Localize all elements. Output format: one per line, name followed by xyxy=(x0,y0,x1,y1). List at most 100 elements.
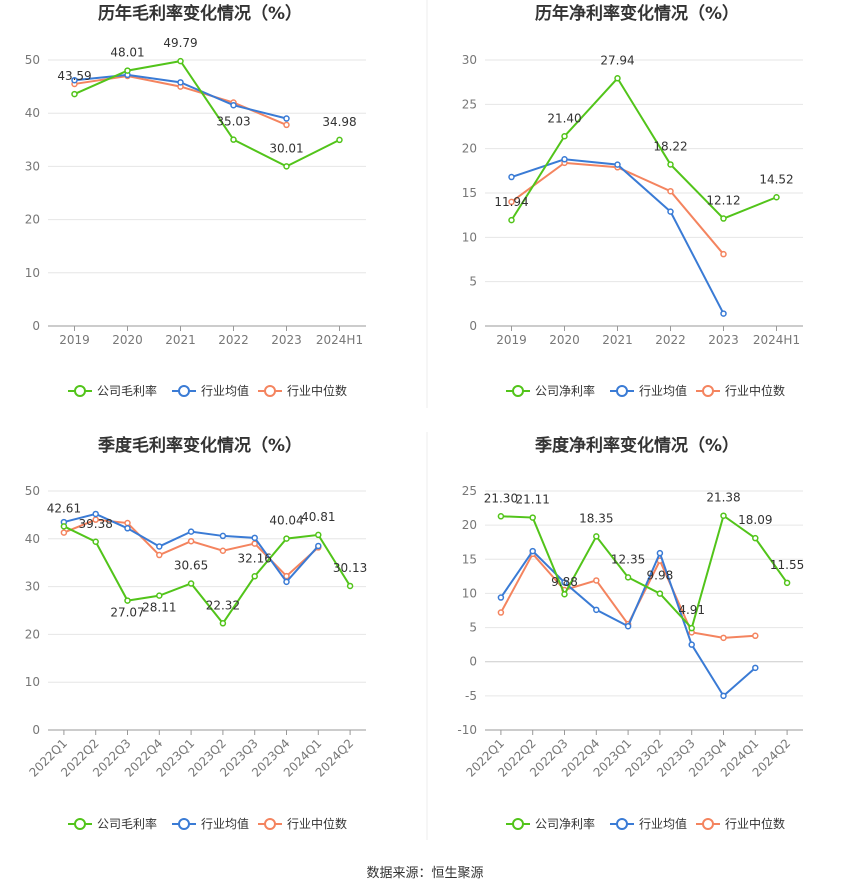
data-point xyxy=(688,641,695,648)
data-point xyxy=(593,606,600,614)
data-point xyxy=(656,590,664,597)
series-line xyxy=(510,76,777,221)
legend-label: 公司净利率 xyxy=(535,816,595,831)
legend-marker xyxy=(512,818,524,830)
data-point xyxy=(283,115,290,122)
data-label: 18.35 xyxy=(579,511,613,525)
legend-label: 行业均值 xyxy=(201,383,249,398)
data-point xyxy=(752,632,759,640)
x-tick-label: 2022 xyxy=(655,333,686,347)
data-point xyxy=(315,542,322,550)
y-tick-label: -10 xyxy=(457,723,477,737)
legend-marker xyxy=(74,385,86,397)
data-label: 9.98 xyxy=(647,569,674,583)
legend-marker xyxy=(512,385,524,397)
data-point xyxy=(60,523,68,530)
data-point xyxy=(283,163,290,170)
data-point xyxy=(156,543,163,550)
chart-title: 历年净利率变化情况（%） xyxy=(535,3,739,24)
data-label: 42.61 xyxy=(47,501,81,515)
legend-label: 公司净利率 xyxy=(535,383,595,398)
legend-marker xyxy=(616,818,628,830)
data-point xyxy=(177,79,184,86)
data-label: 34.98 xyxy=(322,115,356,129)
data-point xyxy=(187,580,195,587)
data-point xyxy=(593,577,600,584)
data-point xyxy=(508,173,515,181)
legend-label: 行业中位数 xyxy=(725,816,785,831)
data-label: 28.11 xyxy=(142,601,176,615)
x-tick-label: 2020 xyxy=(549,333,580,347)
legend-label: 行业中位数 xyxy=(287,383,347,398)
y-tick-label: 25 xyxy=(462,484,477,498)
data-point xyxy=(219,547,227,554)
data-point xyxy=(71,76,78,84)
data-point xyxy=(529,547,536,555)
data-point xyxy=(251,534,258,542)
x-tick-label: 2024H1 xyxy=(316,333,363,347)
data-point xyxy=(752,534,759,542)
data-point xyxy=(230,136,237,143)
y-tick-label: -5 xyxy=(465,689,477,703)
data-point xyxy=(124,525,131,532)
annual-net-margin-chart: 历年净利率变化情况（%） 0 5 10 15 20 25 30 2019 2020 2021 2022… xyxy=(462,3,803,398)
data-label: 21.30 xyxy=(484,491,518,505)
data-point xyxy=(667,187,674,195)
data-point xyxy=(720,692,727,700)
legend-label: 行业中位数 xyxy=(725,383,785,398)
legend-label: 行业中位数 xyxy=(287,816,347,831)
y-tick-label: 20 xyxy=(462,518,477,532)
data-label: 18.09 xyxy=(738,513,772,527)
data-label: 48.01 xyxy=(110,46,144,60)
data-point xyxy=(624,574,632,581)
data-label: 40.81 xyxy=(301,510,335,524)
legend-label: 公司毛利率 xyxy=(97,816,157,831)
y-tick-label: 0 xyxy=(32,723,40,737)
x-tick-label: 2024H1 xyxy=(753,333,800,347)
x-tick-label: 2022 xyxy=(218,333,249,347)
legend-marker xyxy=(264,385,276,397)
data-point xyxy=(187,528,195,535)
data-point xyxy=(156,551,163,559)
series-line xyxy=(63,525,351,625)
quarterly-net-margin-chart: 季度净利率变化情况（%）-10-505101520252022Q12022Q22… xyxy=(457,435,804,831)
chart-title: 季度毛利率变化情况（%） xyxy=(98,435,302,456)
data-point xyxy=(667,208,674,215)
y-tick-label: 0 xyxy=(469,655,477,669)
y-tick-label: 15 xyxy=(462,552,477,566)
data-point xyxy=(497,594,505,601)
data-point xyxy=(593,533,600,540)
data-point xyxy=(283,578,290,586)
data-label: 27.07 xyxy=(110,606,144,620)
data-point xyxy=(720,634,727,642)
series-line xyxy=(511,158,725,315)
x-tick-label: 2021 xyxy=(602,333,633,347)
y-tick-label: 20 xyxy=(462,142,477,156)
data-point xyxy=(60,529,68,536)
data-label: 30.65 xyxy=(174,558,208,572)
data-point xyxy=(720,310,727,317)
data-point xyxy=(529,514,536,521)
data-label: 30.01 xyxy=(269,141,303,155)
y-tick-label: 50 xyxy=(25,484,40,498)
data-label: 11.94 xyxy=(494,195,528,209)
y-tick-label: 20 xyxy=(25,627,40,641)
y-tick-label: 30 xyxy=(25,580,40,594)
y-tick-label: 50 xyxy=(25,53,40,67)
y-tick-label: 10 xyxy=(462,230,477,244)
x-tick-label: 2020 xyxy=(112,333,143,347)
quarterly-gross-margin-chart: 季度毛利率变化情况（%）010203040502022Q12022Q22022Q… xyxy=(25,435,368,831)
legend-marker xyxy=(178,818,190,830)
data-label: 39.38 xyxy=(79,517,113,531)
data-label: 4.91 xyxy=(678,603,705,617)
data-point xyxy=(688,624,695,632)
y-tick-label: 10 xyxy=(462,586,477,600)
y-tick-label: 30 xyxy=(25,159,40,173)
data-point xyxy=(561,579,568,586)
data-source-note: 数据来源：恒生聚源 xyxy=(366,866,484,881)
data-label: 18.22 xyxy=(653,139,687,153)
data-point xyxy=(219,620,227,627)
series-line xyxy=(74,60,340,168)
x-tick-label: 2019 xyxy=(496,333,527,347)
